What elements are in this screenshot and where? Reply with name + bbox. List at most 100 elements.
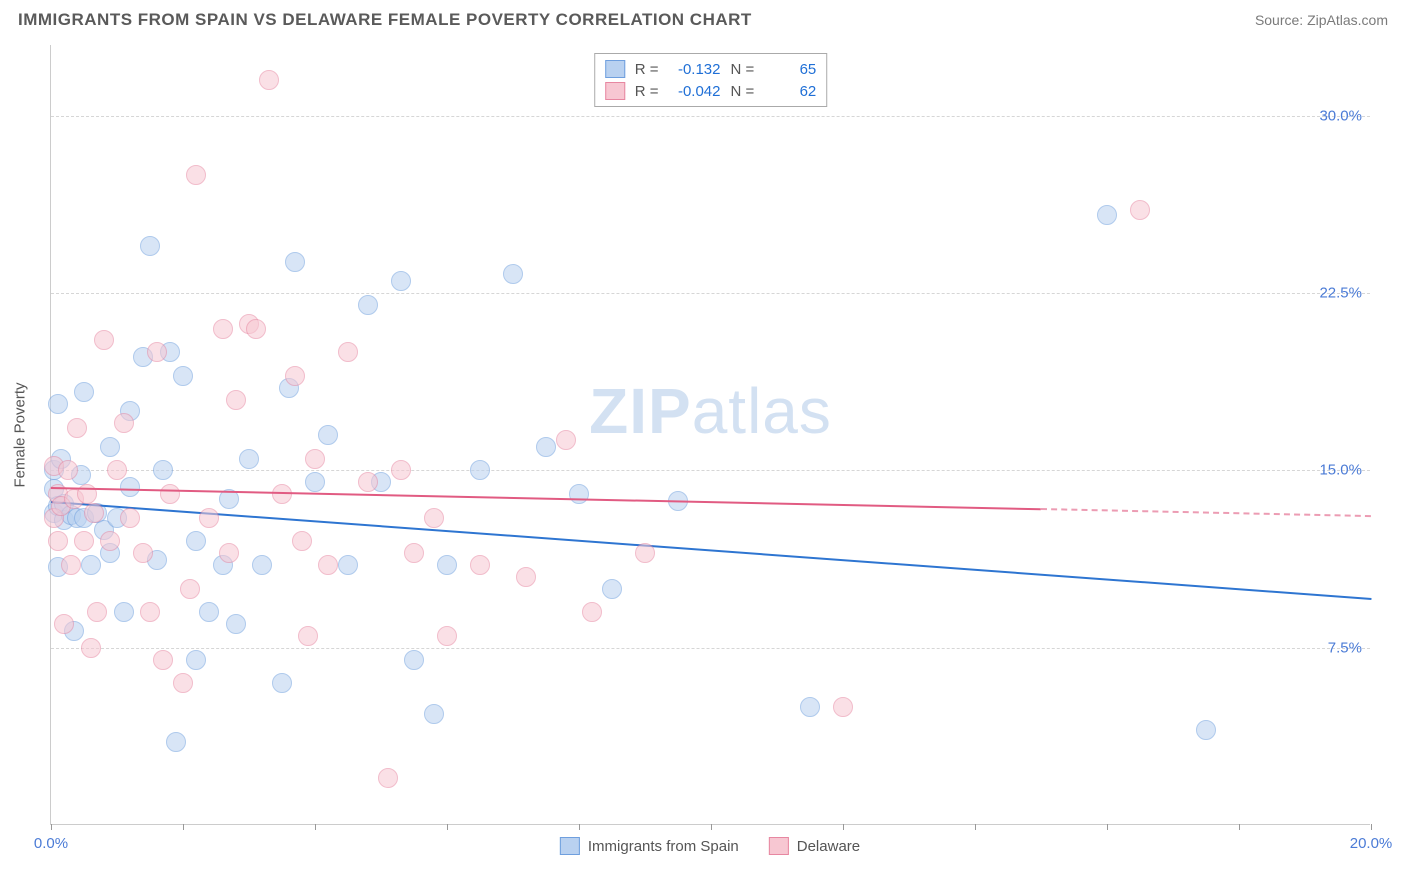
- data-point: [259, 70, 279, 90]
- data-point: [285, 366, 305, 386]
- gridline: [51, 470, 1370, 471]
- data-point: [338, 555, 358, 575]
- data-point: [404, 650, 424, 670]
- y-axis-label: Female Poverty: [12, 382, 29, 487]
- data-point: [569, 484, 589, 504]
- data-point: [186, 650, 206, 670]
- data-point: [153, 650, 173, 670]
- watermark: ZIPatlas: [589, 374, 832, 448]
- legend-n-value: 62: [764, 83, 816, 100]
- data-point: [1196, 720, 1216, 740]
- legend-swatch: [605, 82, 625, 100]
- x-tick-mark: [579, 824, 580, 830]
- data-point: [133, 543, 153, 563]
- data-point: [180, 579, 200, 599]
- data-point: [536, 437, 556, 457]
- data-point: [391, 271, 411, 291]
- data-point: [298, 626, 318, 646]
- data-point: [239, 449, 259, 469]
- data-point: [833, 697, 853, 717]
- legend-row: R = -0.132 N = 65: [605, 58, 817, 80]
- data-point: [107, 460, 127, 480]
- data-point: [166, 732, 186, 752]
- data-point: [437, 626, 457, 646]
- data-point: [602, 579, 622, 599]
- legend-n-value: 65: [764, 61, 816, 78]
- legend-r-value: -0.042: [669, 83, 721, 100]
- source-attribution: Source: ZipAtlas.com: [1255, 12, 1388, 28]
- data-point: [582, 602, 602, 622]
- x-tick-mark: [315, 824, 316, 830]
- y-tick-label: 30.0%: [1319, 107, 1362, 124]
- y-tick-label: 7.5%: [1328, 639, 1362, 656]
- x-tick-label: 0.0%: [34, 835, 68, 852]
- data-point: [318, 555, 338, 575]
- legend-r-label: R =: [635, 61, 659, 78]
- x-tick-mark: [711, 824, 712, 830]
- x-tick-mark: [183, 824, 184, 830]
- data-point: [378, 768, 398, 788]
- data-point: [292, 531, 312, 551]
- data-point: [147, 342, 167, 362]
- data-point: [81, 555, 101, 575]
- data-point: [199, 602, 219, 622]
- gridline: [51, 293, 1370, 294]
- chart-title: IMMIGRANTS FROM SPAIN VS DELAWARE FEMALE…: [18, 10, 752, 30]
- data-point: [338, 342, 358, 362]
- data-point: [424, 704, 444, 724]
- data-point: [114, 602, 134, 622]
- data-point: [800, 697, 820, 717]
- gridline: [51, 648, 1370, 649]
- series-legend: Immigrants from Spain Delaware: [560, 837, 860, 855]
- data-point: [120, 477, 140, 497]
- data-point: [503, 264, 523, 284]
- data-point: [1130, 200, 1150, 220]
- data-point: [160, 484, 180, 504]
- trend-line: [1041, 508, 1371, 517]
- legend-item: Immigrants from Spain: [560, 837, 739, 855]
- data-point: [305, 472, 325, 492]
- data-point: [48, 394, 68, 414]
- x-tick-label: 20.0%: [1350, 835, 1393, 852]
- data-point: [391, 460, 411, 480]
- data-point: [114, 413, 134, 433]
- x-tick-mark: [1239, 824, 1240, 830]
- data-point: [226, 390, 246, 410]
- legend-swatch: [605, 60, 625, 78]
- data-point: [318, 425, 338, 445]
- data-point: [153, 460, 173, 480]
- data-point: [67, 418, 87, 438]
- data-point: [61, 555, 81, 575]
- data-point: [252, 555, 272, 575]
- legend-n-label: N =: [731, 61, 755, 78]
- legend-r-value: -0.132: [669, 61, 721, 78]
- x-tick-mark: [1107, 824, 1108, 830]
- data-point: [424, 508, 444, 528]
- legend-label: Delaware: [797, 838, 860, 855]
- data-point: [556, 430, 576, 450]
- x-tick-mark: [843, 824, 844, 830]
- data-point: [437, 555, 457, 575]
- data-point: [226, 614, 246, 634]
- data-point: [100, 437, 120, 457]
- data-point: [54, 614, 74, 634]
- data-point: [74, 382, 94, 402]
- legend-label: Immigrants from Spain: [588, 838, 739, 855]
- data-point: [272, 673, 292, 693]
- legend-swatch: [560, 837, 580, 855]
- data-point: [358, 472, 378, 492]
- y-tick-label: 22.5%: [1319, 285, 1362, 302]
- data-point: [120, 508, 140, 528]
- data-point: [470, 460, 490, 480]
- data-point: [173, 366, 193, 386]
- data-point: [140, 236, 160, 256]
- data-point: [100, 531, 120, 551]
- data-point: [516, 567, 536, 587]
- data-point: [219, 543, 239, 563]
- data-point: [285, 252, 305, 272]
- legend-row: R =-0.042 N =62: [605, 80, 817, 102]
- legend-swatch: [769, 837, 789, 855]
- data-point: [246, 319, 266, 339]
- x-tick-mark: [447, 824, 448, 830]
- data-point: [1097, 205, 1117, 225]
